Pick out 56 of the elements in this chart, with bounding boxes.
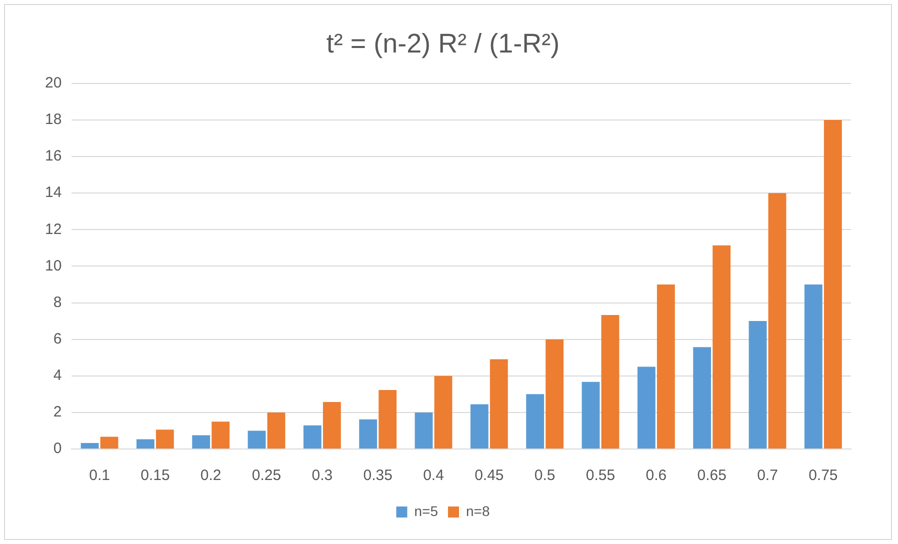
bar <box>748 321 767 448</box>
bar <box>322 402 341 448</box>
bar <box>80 442 99 448</box>
y-tick-label: 16 <box>44 148 62 165</box>
bar <box>359 419 378 448</box>
bar <box>212 422 230 448</box>
y-tick-label: 8 <box>53 294 62 311</box>
bar <box>490 359 508 448</box>
x-tick-label: 0.6 <box>646 467 667 484</box>
bar <box>414 412 433 448</box>
x-tick-label: 0.35 <box>363 467 392 484</box>
bar <box>582 382 600 448</box>
legend-label: n=5 <box>414 502 438 519</box>
bar <box>804 284 822 448</box>
y-tick-label: 6 <box>53 330 62 348</box>
y-tick-label: 14 <box>44 184 62 202</box>
bar <box>378 390 397 448</box>
bar <box>100 436 118 448</box>
bar <box>434 376 452 448</box>
x-tick-label: 0.25 <box>252 467 282 484</box>
x-tick-label: 0.4 <box>423 467 444 484</box>
bar <box>824 120 842 448</box>
bar <box>136 439 154 448</box>
bar <box>526 394 544 448</box>
bar <box>656 284 675 448</box>
bar <box>693 347 712 448</box>
x-tick-label: 0.75 <box>808 467 838 484</box>
bar <box>267 412 286 448</box>
x-tick-label: 0.7 <box>757 467 778 484</box>
bar <box>546 339 564 448</box>
bar <box>470 404 488 448</box>
legend-label: n=8 <box>466 502 490 519</box>
y-tick-label: 12 <box>44 220 62 238</box>
bar <box>637 366 656 448</box>
x-tick-label: 0.55 <box>586 467 616 484</box>
x-tick-label: 0.15 <box>140 467 170 484</box>
y-tick-label: 2 <box>53 404 62 421</box>
y-tick-label: 0 <box>53 440 62 458</box>
chart-title: t² = (n-2) R² / (1-R²) <box>326 28 560 59</box>
y-tick-label: 10 <box>44 257 62 274</box>
y-tick-label: 20 <box>44 74 62 92</box>
bar <box>712 245 731 448</box>
bar <box>156 430 174 448</box>
bar <box>303 425 322 448</box>
x-tick-label: 0.1 <box>89 467 110 484</box>
y-tick-label: 18 <box>44 111 62 128</box>
bar <box>601 315 620 448</box>
bar <box>768 193 786 448</box>
x-tick-label: 0.2 <box>200 467 222 484</box>
x-tick-label: 0.65 <box>697 467 726 484</box>
x-tick-label: 0.45 <box>474 467 504 484</box>
y-tick-label: 4 <box>53 367 62 384</box>
bar <box>192 435 210 448</box>
x-tick-label: 0.3 <box>312 467 333 484</box>
bar <box>248 430 266 448</box>
x-tick-label: 0.5 <box>534 467 556 484</box>
